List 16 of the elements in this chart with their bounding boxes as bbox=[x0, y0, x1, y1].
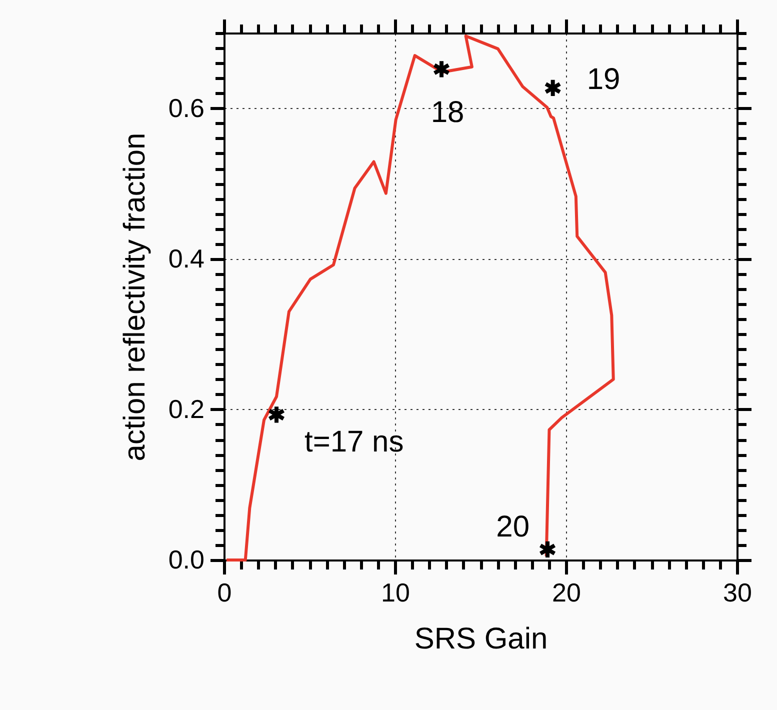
annotation: t=17 ns bbox=[304, 426, 404, 459]
point bbox=[432, 59, 451, 80]
point bbox=[267, 404, 286, 425]
annotation: 18 bbox=[430, 96, 464, 130]
annotation: 20 bbox=[496, 510, 530, 544]
y-tick-label: 0.0 bbox=[168, 544, 204, 574]
y-tick-label: 0.2 bbox=[168, 394, 204, 424]
x-tick-label: 30 bbox=[723, 578, 752, 608]
x-tick-label: 20 bbox=[552, 578, 581, 608]
x-axis-title: SRS Gain bbox=[414, 622, 548, 656]
annotation: 19 bbox=[586, 62, 620, 96]
x-tick-label: 0 bbox=[217, 578, 232, 608]
y-tick-label: 0.6 bbox=[168, 92, 204, 123]
y-tick-label: 0.4 bbox=[168, 243, 204, 274]
x-tick-label: 10 bbox=[381, 578, 410, 608]
y-axis-title: action reflectivity fraction bbox=[118, 132, 152, 462]
